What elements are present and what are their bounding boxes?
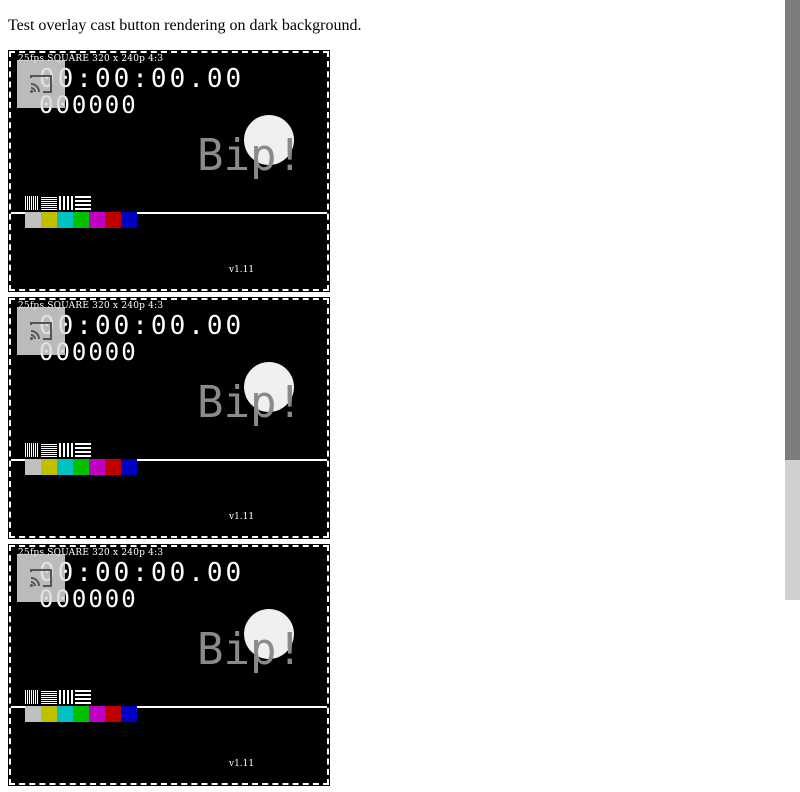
fps-label: 25fps SQUARE 320 x 240p 4:3 [18, 301, 164, 311]
bip-text: Bip! [197, 377, 303, 428]
scrollbar-thumb[interactable] [785, 0, 800, 460]
cast-button[interactable] [17, 554, 65, 602]
color-bar [89, 459, 105, 475]
video-list: 25fps SQUARE 320 x 240p 4:3 00:00:00.00 … [8, 50, 784, 786]
bip-text: Bip! [197, 624, 303, 675]
color-bar [105, 459, 121, 475]
page-content: Test overlay cast button rendering on da… [8, 0, 784, 792]
color-bar [57, 706, 73, 722]
cast-button[interactable] [17, 307, 65, 355]
test-pattern [25, 196, 91, 210]
color-bar [25, 459, 41, 475]
test-pattern [25, 443, 91, 457]
video-player[interactable]: 25fps SQUARE 320 x 240p 4:3 00:00:00.00 … [8, 50, 330, 292]
color-bar [41, 706, 57, 722]
timecode: 00:00:00.00 [39, 64, 245, 94]
color-bar [73, 459, 89, 475]
video-player[interactable]: 25fps SQUARE 320 x 240p 4:3 00:00:00.00 … [8, 544, 330, 786]
fps-label: 25fps SQUARE 320 x 240p 4:3 [18, 54, 164, 64]
timecode: 00:00:00.00 [39, 311, 245, 341]
cast-button[interactable] [17, 60, 65, 108]
color-bars [25, 706, 137, 722]
version-label: v1.11 [229, 759, 255, 769]
bip-text: Bip! [197, 130, 303, 181]
color-bar [105, 706, 121, 722]
color-bars [25, 212, 137, 228]
color-bar [57, 459, 73, 475]
test-pattern [25, 690, 91, 704]
cast-icon [30, 569, 52, 587]
color-bar [25, 706, 41, 722]
fps-label: 25fps SQUARE 320 x 240p 4:3 [18, 548, 164, 558]
color-bar [41, 212, 57, 228]
color-bar [105, 212, 121, 228]
video-player[interactable]: 25fps SQUARE 320 x 240p 4:3 00:00:00.00 … [8, 297, 330, 539]
color-bar [121, 706, 137, 722]
bip-circle [244, 362, 294, 412]
bip-circle [244, 115, 294, 165]
horizontal-line [11, 212, 327, 214]
color-bar [121, 212, 137, 228]
color-bar [25, 212, 41, 228]
cast-icon [30, 75, 52, 93]
color-bar [41, 459, 57, 475]
color-bars [25, 459, 137, 475]
version-label: v1.11 [229, 265, 255, 275]
color-bar [121, 459, 137, 475]
version-label: v1.11 [229, 512, 255, 522]
horizontal-line [11, 459, 327, 461]
color-bar [73, 706, 89, 722]
page-heading: Test overlay cast button rendering on da… [8, 17, 362, 34]
vertical-scrollbar[interactable] [785, 0, 800, 600]
timecode: 00:00:00.00 [39, 558, 245, 588]
color-bar [89, 706, 105, 722]
color-bar [57, 212, 73, 228]
color-bar [73, 212, 89, 228]
cast-icon [30, 322, 52, 340]
color-bar [89, 212, 105, 228]
